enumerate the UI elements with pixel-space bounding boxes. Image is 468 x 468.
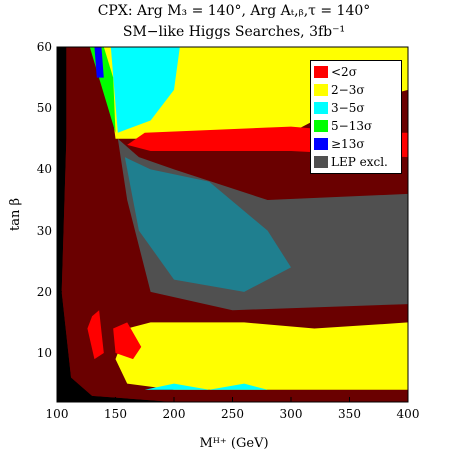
y-tick-label: 30 (36, 223, 52, 238)
legend-label: 2−3σ (331, 83, 365, 97)
region-10 (87, 310, 104, 360)
legend-swatch (314, 138, 328, 150)
y-tick-label: 20 (36, 284, 52, 299)
x-tick-label: 100 (45, 407, 69, 421)
legend-swatch (314, 102, 328, 114)
chart-subtitle: SM−like Higgs Searches, 3fb⁻¹ (122, 24, 346, 40)
y-tick-label: 10 (36, 346, 52, 361)
legend-entry: ≥13σ (314, 135, 398, 153)
legend-entry: 2−3σ (314, 81, 398, 99)
legend-label: ≥13σ (331, 137, 365, 151)
y-axis-label: tan β (8, 198, 23, 231)
legend: <2σ 2−3σ 3−5σ 5−13σ ≥13σ LEP excl. (310, 60, 402, 174)
region-9 (115, 322, 408, 390)
x-tick-label: 400 (396, 407, 420, 421)
legend-label: <2σ (331, 65, 357, 79)
chart-title: CPX: Arg M₃ = 140°, Arg Aₜ,ᵦ,τ = 140° (97, 3, 371, 19)
legend-entry: 5−13σ (314, 117, 398, 135)
y-tick-label: 60 (36, 40, 52, 54)
legend-swatch (314, 66, 328, 78)
region-0 (57, 47, 174, 402)
legend-swatch (314, 156, 328, 168)
region-8 (124, 157, 291, 292)
legend-entry: LEP excl. (314, 153, 398, 171)
region-3 (110, 47, 180, 133)
legend-swatch (314, 120, 328, 132)
legend-label: 3−5σ (331, 101, 365, 115)
y-tick-label: 40 (36, 162, 52, 177)
y-tick-label: 50 (36, 101, 52, 116)
x-tick-label: 350 (338, 407, 361, 421)
region-4 (89, 47, 116, 133)
legend-label: 5−13σ (331, 119, 373, 133)
x-axis-label: Mᴴ⁺ (GeV) (199, 436, 269, 451)
legend-entry: 3−5σ (314, 99, 398, 117)
region-11 (113, 322, 142, 360)
x-tick-label: 250 (221, 407, 244, 421)
x-tick-label: 300 (279, 407, 303, 421)
x-tick-label: 200 (162, 407, 186, 421)
region-12 (144, 383, 268, 390)
region-5 (94, 47, 104, 78)
x-tick-label: 150 (104, 407, 127, 421)
legend-entry: <2σ (314, 63, 398, 81)
legend-label: LEP excl. (331, 155, 388, 169)
legend-swatch (314, 84, 328, 96)
